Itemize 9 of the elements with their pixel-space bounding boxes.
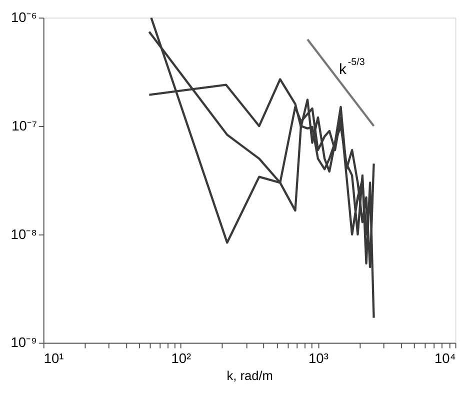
- y-tick-label: 10⁻⁷: [12, 118, 37, 134]
- x-tick-label: 10⁴: [434, 351, 456, 366]
- x-tick-label: 10³: [308, 351, 329, 366]
- y-tick-label: 10⁻⁹: [10, 335, 37, 350]
- y-tick-label: 10⁻⁸: [10, 226, 37, 242]
- x-tick-label: 10¹: [44, 351, 64, 366]
- x-axis-title: k, rad/m: [226, 368, 273, 383]
- x-tick-label: 10²: [171, 351, 192, 366]
- y-tick-label: 10⁻⁶: [10, 10, 37, 26]
